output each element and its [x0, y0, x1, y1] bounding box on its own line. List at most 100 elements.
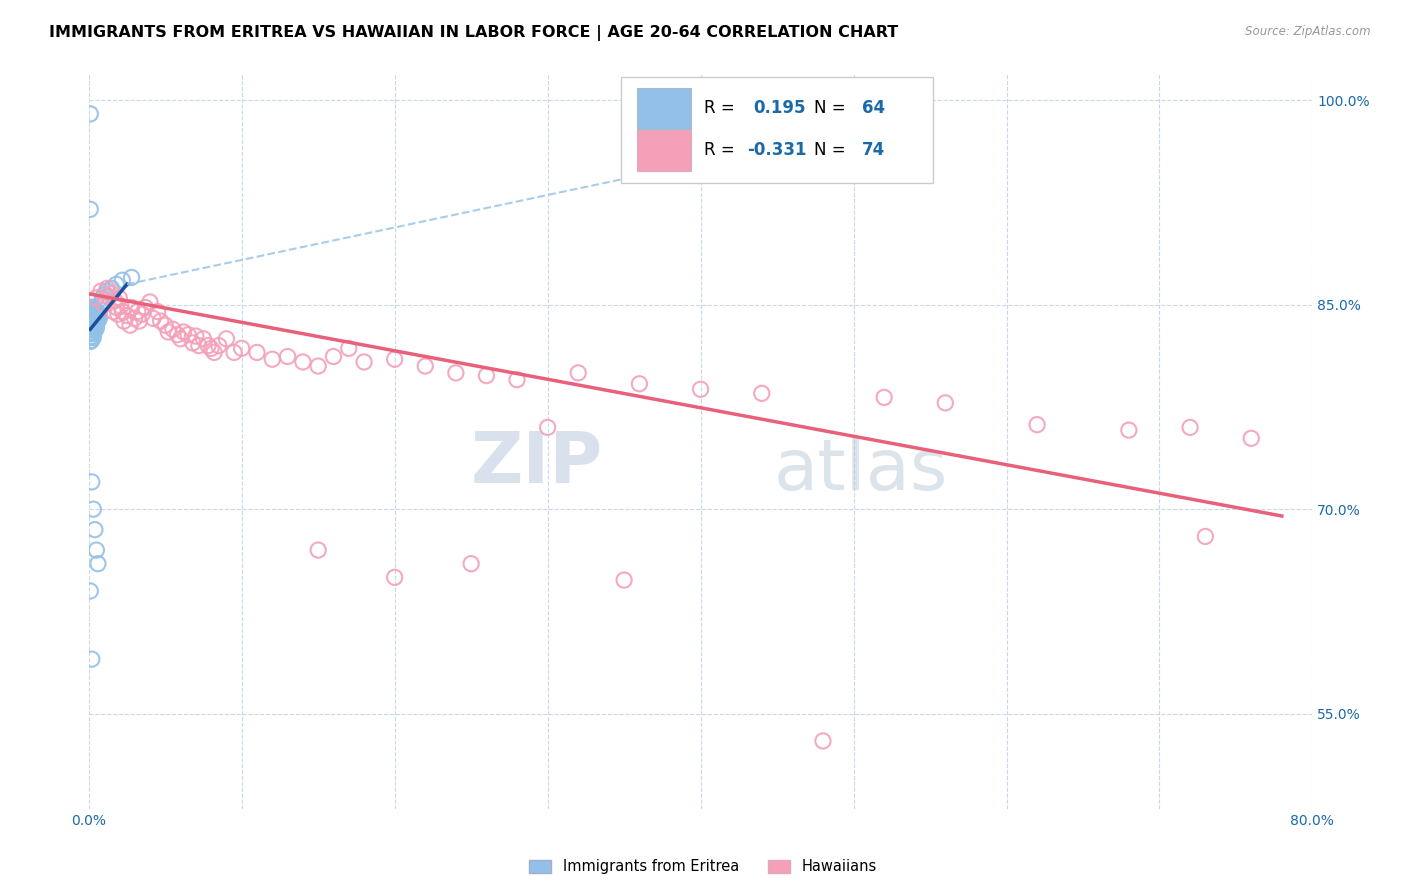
Text: N =: N =: [814, 99, 851, 118]
Point: [384, 570, 406, 584]
Point: [155, 318, 177, 333]
Point: [121, 270, 143, 285]
Point: [80, 475, 103, 489]
Point: [1178, 420, 1201, 434]
Point: [83, 315, 105, 329]
Point: [811, 734, 834, 748]
Point: [108, 291, 131, 305]
Point: [93, 298, 115, 312]
Point: [291, 355, 314, 369]
Point: [79, 310, 101, 324]
Point: [80, 325, 103, 339]
Point: [105, 277, 128, 292]
Point: [104, 293, 127, 308]
Point: [79, 107, 101, 121]
Point: [96, 281, 118, 295]
Point: [79, 307, 101, 321]
Point: [111, 273, 134, 287]
Point: [222, 345, 245, 359]
Point: [307, 359, 329, 373]
Point: [82, 312, 104, 326]
Point: [82, 318, 104, 333]
Text: IMMIGRANTS FROM ERITREA VS HAWAIIAN IN LABOR FORCE | AGE 20-64 CORRELATION CHART: IMMIGRANTS FROM ERITREA VS HAWAIIAN IN L…: [49, 25, 898, 41]
Point: [751, 386, 773, 401]
Point: [80, 307, 103, 321]
Point: [80, 304, 103, 318]
Point: [83, 311, 105, 326]
Point: [111, 304, 134, 318]
Point: [83, 303, 105, 318]
Point: [100, 281, 122, 295]
Point: [107, 307, 129, 321]
Point: [90, 299, 112, 313]
Point: [536, 420, 558, 434]
Point: [134, 301, 156, 315]
Point: [202, 345, 225, 359]
Point: [80, 317, 103, 331]
Point: [157, 325, 180, 339]
Point: [149, 314, 172, 328]
Point: [131, 307, 153, 321]
Point: [80, 652, 103, 666]
Point: [103, 304, 125, 318]
Point: [80, 311, 103, 326]
Point: [197, 338, 219, 352]
Point: [79, 317, 101, 331]
Point: [307, 543, 329, 558]
Point: [82, 322, 104, 336]
Point: [82, 502, 104, 516]
Point: [97, 289, 120, 303]
Point: [86, 304, 108, 318]
Point: [79, 304, 101, 318]
Text: -0.331: -0.331: [747, 141, 807, 160]
Point: [215, 332, 238, 346]
Point: [262, 352, 284, 367]
Point: [89, 311, 111, 326]
Point: [277, 350, 299, 364]
Point: [105, 301, 128, 315]
Point: [146, 304, 169, 318]
Point: [124, 311, 146, 326]
Point: [567, 366, 589, 380]
Point: [87, 306, 110, 320]
Point: [83, 307, 105, 321]
Point: [79, 301, 101, 315]
Point: [187, 338, 209, 352]
Point: [1118, 423, 1140, 437]
Text: 0.195: 0.195: [754, 99, 806, 118]
Point: [79, 202, 101, 217]
Point: [79, 334, 101, 349]
Point: [337, 342, 360, 356]
FancyBboxPatch shape: [637, 129, 690, 171]
Point: [110, 299, 132, 313]
Point: [162, 322, 184, 336]
Point: [934, 396, 956, 410]
Point: [166, 327, 188, 342]
Point: [86, 317, 108, 331]
Point: [83, 324, 105, 338]
FancyBboxPatch shape: [621, 77, 934, 184]
FancyBboxPatch shape: [637, 87, 690, 129]
Point: [80, 321, 103, 335]
Point: [128, 314, 150, 328]
Point: [87, 314, 110, 328]
Point: [506, 373, 529, 387]
Text: 64: 64: [862, 99, 886, 118]
Point: [83, 319, 105, 334]
Point: [82, 306, 104, 320]
Point: [86, 312, 108, 326]
Point: [82, 315, 104, 329]
Point: [79, 326, 101, 341]
Point: [79, 314, 101, 328]
Point: [460, 557, 482, 571]
Point: [89, 307, 111, 321]
Point: [112, 314, 135, 328]
Point: [127, 304, 149, 318]
Point: [87, 310, 110, 324]
Point: [246, 345, 269, 359]
Point: [82, 330, 104, 344]
Text: atlas: atlas: [773, 436, 949, 505]
Text: N =: N =: [814, 141, 851, 160]
Point: [121, 301, 143, 315]
Point: [83, 523, 105, 537]
